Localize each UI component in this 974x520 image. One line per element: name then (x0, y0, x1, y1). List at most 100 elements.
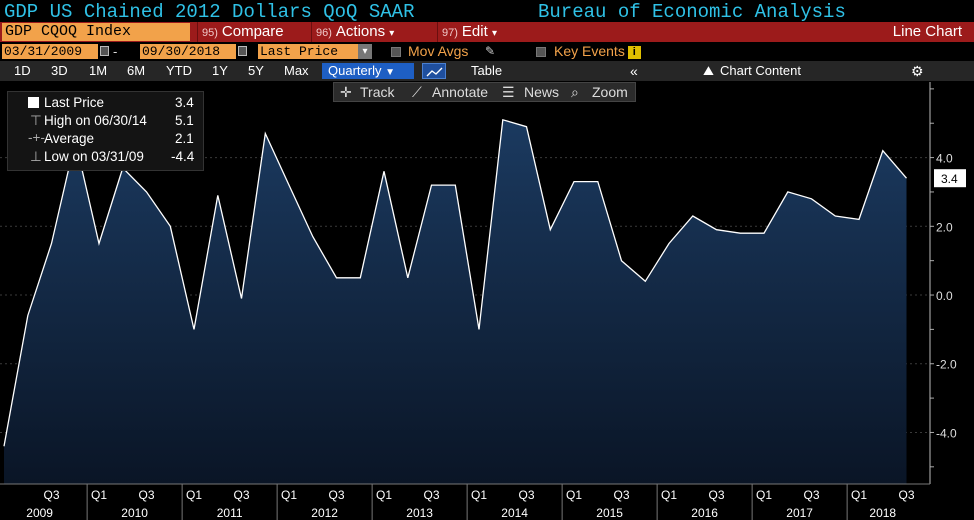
legend-last-value: 3.4 (175, 95, 194, 110)
x-quarter-label: Q1 (281, 488, 297, 502)
x-quarter-label: Q3 (138, 488, 154, 502)
last-value-box (934, 169, 966, 188)
x-quarter-label: Q3 (803, 488, 819, 502)
low-marker-icon: ⊥ (30, 149, 42, 164)
series-line (3, 118, 907, 447)
range-5y[interactable]: 5Y (248, 63, 264, 78)
high-marker-icon: ⊤ (30, 113, 42, 128)
period-select[interactable]: Quarterly ▼ (322, 63, 414, 79)
y-tick-label: 4.0 (936, 152, 953, 166)
x-quarter-label: Q3 (898, 488, 914, 502)
x-year-label: 2011 (217, 506, 243, 520)
title-bar: GDP US Chained 2012 Dollars QoQ SAAR Bur… (0, 0, 974, 23)
caret-down-icon: ▾ (491, 28, 497, 39)
range-1y[interactable]: 1Y (212, 63, 228, 78)
legend-high-value: 5.1 (175, 113, 194, 128)
x-quarter-label: Q1 (851, 488, 867, 502)
range-1m[interactable]: 1M (89, 63, 108, 78)
x-year-label: 2009 (26, 506, 53, 520)
chart-toolbar: ✛ Track ⟋ Annotate ☰ News ⌕ Zoom (333, 82, 636, 102)
y-tick-label: 2.0 (936, 220, 953, 234)
x-quarter-label: Q1 (661, 488, 677, 502)
x-year-label: 2015 (596, 506, 623, 520)
annotate-button[interactable]: Annotate (432, 84, 489, 100)
data-source: Bureau of Economic Analysis (538, 1, 846, 23)
ticker-field[interactable]: GDP CQOQ Index (2, 23, 190, 41)
caret-down-icon: ▾ (389, 28, 395, 39)
range-6m[interactable]: 6M (127, 63, 146, 78)
x-quarter-label: Q3 (708, 488, 724, 502)
caret-down-icon: ▼ (385, 67, 395, 78)
key-events-label: Key Events i (554, 43, 641, 59)
range-1d[interactable]: 1D (14, 63, 31, 78)
line-chart-toggle-icon[interactable] (422, 63, 446, 79)
legend-last-label: Last Price (44, 95, 105, 110)
x-quarter-label: Q1 (376, 488, 392, 502)
chart-type-label[interactable]: Line Chart (892, 23, 962, 40)
y-tick-label: -4.0 (936, 426, 957, 440)
start-date-field[interactable]: 03/31/2009 (2, 44, 98, 59)
x-quarter-label: Q1 (566, 488, 582, 502)
compare-button[interactable]: 95) Compare (197, 22, 284, 42)
legend-low-value: -4.4 (171, 149, 195, 164)
legend-avg-label: Average (44, 131, 95, 146)
y-tick-label: -2.0 (936, 358, 957, 372)
x-year-label: 2016 (691, 506, 718, 520)
x-quarter-label: Q1 (756, 488, 772, 502)
end-date-field[interactable]: 09/30/2018 (140, 44, 236, 59)
zoom-button[interactable]: Zoom (592, 84, 628, 100)
legend-low-label: Low on 03/31/09 (44, 149, 144, 164)
table-button[interactable]: Table (471, 63, 503, 78)
chevron-down-icon[interactable]: ▾ (358, 44, 372, 59)
date-bar: 03/31/2009 - 09/30/2018 Last Price ▾ Mov… (0, 42, 974, 61)
actions-button[interactable]: 96) Actions ▾ (311, 22, 394, 42)
x-year-label: 2014 (501, 506, 528, 520)
news-icon[interactable]: ☰ (502, 84, 515, 100)
x-quarter-label: Q3 (233, 488, 249, 502)
x-quarter-label: Q3 (423, 488, 439, 502)
x-year-label: 2010 (121, 506, 148, 520)
mov-avgs-label: Mov Avgs (408, 43, 469, 59)
security-title: GDP US Chained 2012 Dollars QoQ SAAR (4, 1, 415, 23)
price-field-select[interactable]: Last Price (258, 44, 358, 59)
range-3d[interactable]: 3D (51, 63, 68, 78)
collapse-left-icon[interactable]: « (630, 63, 638, 79)
x-year-label: 2012 (311, 506, 338, 520)
news-button[interactable]: News (524, 84, 560, 100)
mov-avgs-checkbox[interactable] (391, 47, 401, 57)
annotate-icon[interactable]: ⟋ (412, 84, 422, 100)
x-quarter-label: Q1 (186, 488, 202, 502)
gear-icon[interactable]: ⚙ (911, 63, 924, 79)
x-quarter-label: Q3 (328, 488, 344, 502)
average-marker-icon: -+- (28, 130, 45, 145)
calendar-icon[interactable] (100, 46, 109, 56)
range-max[interactable]: Max (284, 63, 309, 78)
legend-swatch-icon (28, 97, 39, 108)
x-year-label: 2013 (406, 506, 433, 520)
legend-high-label: High on 06/30/14 (44, 113, 147, 128)
edit-button[interactable]: 97) Edit ▾ (437, 22, 497, 42)
key-events-checkbox[interactable] (536, 47, 546, 57)
track-icon[interactable]: ✛ (340, 84, 352, 100)
x-year-label: 2017 (786, 506, 813, 520)
chart-content-button[interactable]: Chart Content (720, 63, 801, 78)
track-button[interactable]: Track (360, 84, 395, 100)
chart-content-icon[interactable]: ⛰ (703, 63, 714, 78)
range-bar: 1D 3D 1M 6M YTD 1Y 5Y Max Quarterly ▼ Ta… (0, 61, 974, 81)
area-fill (4, 119, 907, 485)
zoom-icon[interactable]: ⌕ (571, 84, 579, 100)
pencil-icon[interactable]: ✎ (485, 44, 496, 58)
last-value-label: 3.4 (941, 172, 958, 186)
calendar-icon[interactable] (238, 46, 247, 56)
info-icon[interactable]: i (627, 45, 641, 59)
date-separator: - (113, 44, 118, 59)
y-tick-label: 0.0 (936, 289, 953, 303)
x-quarter-label: Q3 (613, 488, 629, 502)
menu-bar: GDP CQOQ Index 95) Compare 96) Actions ▾ 9… (0, 22, 974, 42)
x-quarter-label: Q1 (471, 488, 487, 502)
x-quarter-label: Q3 (43, 488, 59, 502)
x-quarter-label: Q1 (91, 488, 107, 502)
range-ytd[interactable]: YTD (166, 63, 192, 78)
x-year-label: 2018 (869, 506, 896, 520)
